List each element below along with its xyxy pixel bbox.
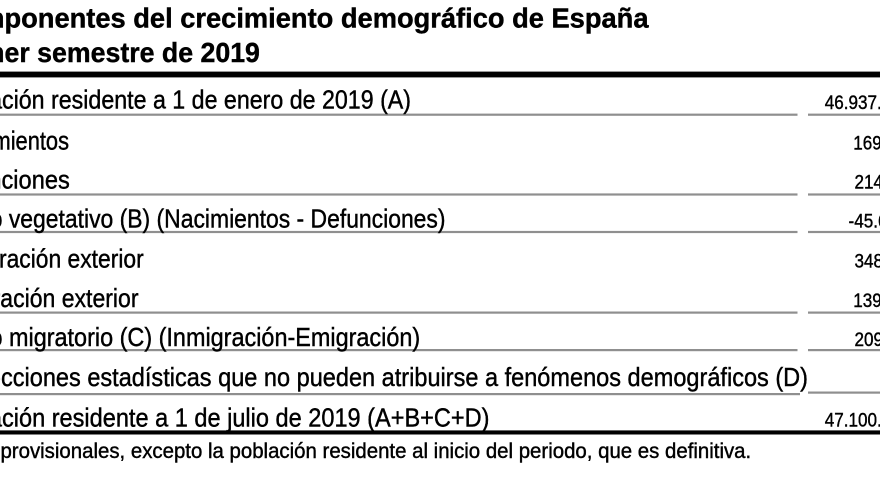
svg-text:Emigración exterior: Emigración exterior: [0, 283, 139, 313]
svg-text:Inmigración exterior: Inmigración exterior: [0, 244, 144, 274]
svg-text:139.552: 139.552: [853, 290, 880, 312]
svg-text:Población residente a 1 de ene: Población residente a 1 de enero de 2019…: [0, 85, 411, 115]
svg-text:46.937.060: 46.937.060: [825, 92, 880, 114]
svg-text:Saldo vegetativo (B) (Nacimien: Saldo vegetativo (B) (Nacimientos - Defu…: [0, 204, 446, 234]
svg-text:-45.664: -45.664: [849, 211, 880, 233]
svg-text:Datos provisionales, excepto l: Datos provisionales, excepto la població…: [0, 438, 751, 463]
svg-text:209.073: 209.073: [855, 329, 880, 351]
svg-text:Primer semestre de 2019: Primer semestre de 2019: [0, 37, 260, 68]
svg-text:Componentes del crecimiento de: Componentes del crecimiento demográfico …: [0, 3, 649, 34]
svg-text:Nacimientos: Nacimientos: [0, 125, 69, 155]
svg-text:Población residente a 1 de jul: Población residente a 1 de julio de 2019…: [0, 403, 489, 433]
svg-text:Correcciones estadísticas que: Correcciones estadísticas que no pueden …: [0, 362, 808, 392]
svg-text:Saldo migratorio (C) (Inmigrac: Saldo migratorio (C) (Inmigración-Emigra…: [0, 322, 420, 352]
svg-text:348.625: 348.625: [855, 251, 880, 273]
svg-text:Defunciones: Defunciones: [0, 165, 70, 195]
svg-text:47.100.396: 47.100.396: [825, 410, 880, 432]
svg-text:169.252: 169.252: [853, 132, 880, 154]
svg-text:214.916: 214.916: [855, 172, 880, 194]
